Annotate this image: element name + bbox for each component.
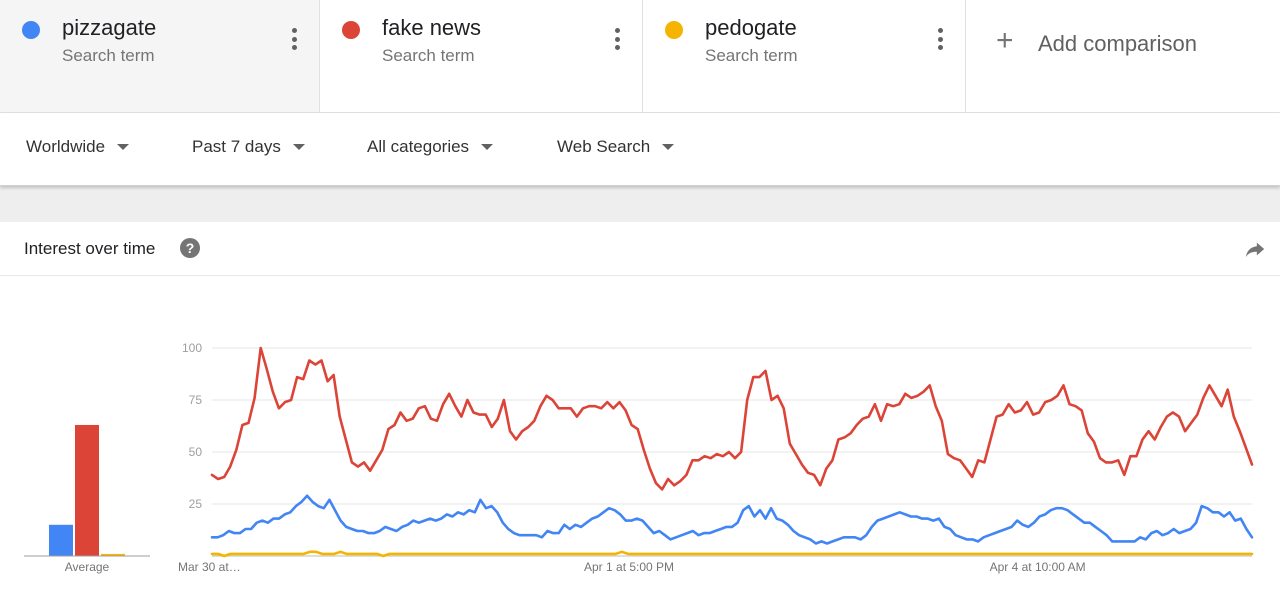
filter-bar: Worldwide Past 7 days All categories Web… bbox=[0, 113, 1280, 186]
category-dropdown-label: All categories bbox=[367, 137, 470, 156]
x-tick-label: Apr 4 at 10:00 AM bbox=[990, 560, 1086, 574]
series-line-pizzagate[interactable] bbox=[210, 494, 1254, 545]
average-bar-chart: Average bbox=[24, 424, 150, 574]
term-type: Search term bbox=[382, 46, 475, 65]
term-name[interactable]: fake news bbox=[382, 15, 482, 40]
region-dropdown-label: Worldwide bbox=[26, 137, 106, 156]
x-tick-label: Mar 30 at… bbox=[178, 560, 241, 574]
term-name[interactable]: pedogate bbox=[705, 15, 797, 40]
add-comparison-button[interactable]: + Add comparison bbox=[966, 0, 1280, 112]
series-line-pedogate[interactable] bbox=[210, 550, 1254, 558]
more-vert-icon[interactable] bbox=[937, 28, 943, 50]
card-title: Interest over time bbox=[24, 239, 156, 258]
caret-down-icon bbox=[481, 144, 494, 150]
comparison-bar: pizzagate Search term fake news Search t… bbox=[0, 0, 1280, 113]
interest-chart: Average 25 50 75 100 Mar 30 at… Apr 1 at 5:0… bbox=[24, 341, 1254, 574]
caret-down-icon bbox=[662, 144, 675, 150]
y-tick-label: 75 bbox=[189, 393, 203, 407]
section-gap bbox=[0, 186, 1280, 222]
y-tick-label: 50 bbox=[189, 445, 203, 459]
chart-gridlines bbox=[212, 347, 1252, 557]
series-line-fake-news[interactable] bbox=[210, 346, 1254, 491]
region-dropdown[interactable]: Worldwide bbox=[26, 137, 130, 157]
average-bar-fake-news bbox=[75, 424, 99, 556]
search-type-dropdown[interactable]: Web Search bbox=[557, 137, 675, 157]
time-range-dropdown-label: Past 7 days bbox=[192, 137, 281, 156]
share-icon[interactable] bbox=[1244, 238, 1266, 260]
y-tick-label: 25 bbox=[189, 497, 203, 511]
term-name[interactable]: pizzagate bbox=[62, 15, 157, 40]
term-color-dot bbox=[342, 21, 360, 39]
category-dropdown[interactable]: All categories bbox=[367, 137, 494, 157]
help-icon[interactable]: ? bbox=[180, 238, 200, 258]
caret-down-icon bbox=[292, 144, 305, 150]
more-vert-icon[interactable] bbox=[614, 28, 620, 50]
x-axis-ticks: Mar 30 at… Apr 1 at 5:00 PM Apr 4 at 10:00… bbox=[178, 560, 1086, 574]
term-color-dot bbox=[665, 21, 683, 39]
plus-icon: + bbox=[996, 24, 1014, 57]
term-color-dot bbox=[22, 21, 40, 39]
time-range-dropdown[interactable]: Past 7 days bbox=[192, 137, 305, 157]
add-comparison-label: Add comparison bbox=[1038, 31, 1197, 56]
interest-over-time-header: Interest over time ? bbox=[0, 222, 1280, 276]
term-card-pedogate[interactable]: pedogate Search term bbox=[643, 0, 966, 112]
term-type: Search term bbox=[705, 46, 798, 65]
line-series bbox=[210, 346, 1254, 558]
caret-down-icon bbox=[117, 144, 130, 150]
average-bar-pizzagate bbox=[49, 524, 73, 556]
y-axis-ticks: 25 50 75 100 bbox=[182, 341, 202, 511]
y-tick-label: 100 bbox=[182, 341, 202, 355]
search-type-dropdown-label: Web Search bbox=[557, 137, 651, 156]
x-tick-label: Apr 1 at 5:00 PM bbox=[584, 560, 674, 574]
more-vert-icon[interactable] bbox=[291, 28, 297, 50]
term-card-pizzagate[interactable]: pizzagate Search term bbox=[0, 0, 320, 112]
term-card-fake-news[interactable]: fake news Search term bbox=[320, 0, 643, 112]
average-label: Average bbox=[65, 560, 110, 574]
average-bar-pedogate bbox=[101, 553, 125, 556]
term-type: Search term bbox=[62, 46, 155, 65]
